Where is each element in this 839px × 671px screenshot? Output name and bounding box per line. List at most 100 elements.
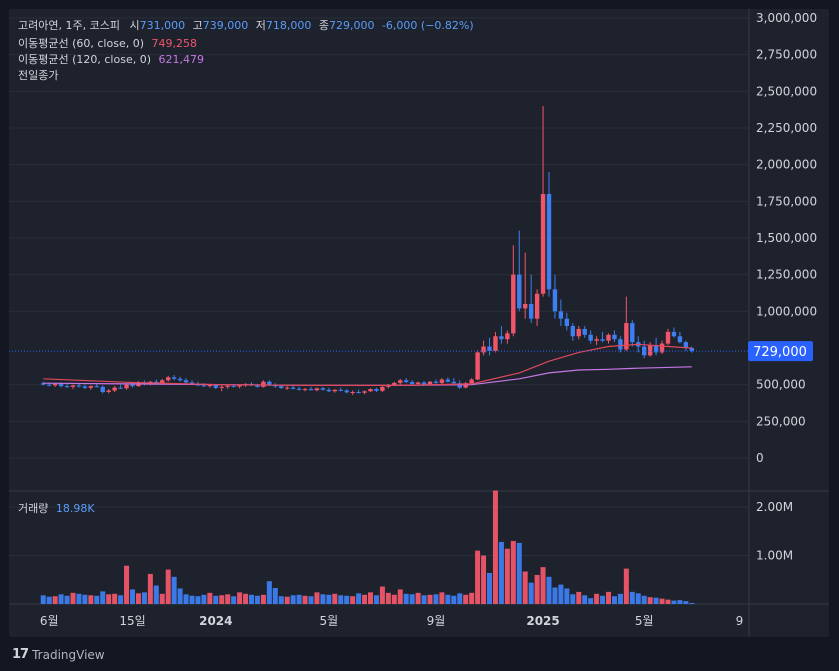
candle-body bbox=[671, 331, 677, 337]
volume-bar bbox=[653, 597, 659, 604]
candle-body bbox=[213, 384, 218, 388]
symbol-title: 고려아연, 1주, 코스피 bbox=[18, 19, 120, 32]
volume-bar bbox=[415, 592, 421, 604]
volume-bar bbox=[606, 591, 611, 604]
low-label: 저 bbox=[255, 19, 266, 32]
tradingview-mark-icon: 17 bbox=[12, 647, 29, 662]
volume-bar bbox=[219, 595, 225, 604]
volume-bar bbox=[254, 595, 260, 604]
candle-body bbox=[160, 380, 165, 384]
open-value: 731,000 bbox=[139, 19, 186, 32]
candle-body bbox=[552, 289, 558, 312]
ma120-legend[interactable]: 이동평균선 (120, close, 0) 621,479 bbox=[18, 52, 204, 68]
candle-body bbox=[368, 389, 373, 392]
candle-body bbox=[207, 384, 213, 387]
candle-body bbox=[183, 380, 189, 383]
candle-body bbox=[392, 382, 397, 385]
candle-body bbox=[582, 328, 587, 335]
volume-bar bbox=[272, 587, 278, 604]
volume-bar bbox=[504, 548, 510, 604]
candle-body bbox=[576, 328, 581, 337]
ma120-label: 이동평균선 (120, close, 0) bbox=[18, 53, 151, 66]
footer-bar bbox=[0, 637, 839, 671]
candle-body bbox=[118, 387, 123, 389]
candle-body bbox=[451, 381, 456, 384]
volume-bar bbox=[558, 584, 564, 604]
volume-bar bbox=[213, 595, 219, 604]
volume-bar bbox=[427, 594, 433, 604]
volume-bar bbox=[135, 593, 141, 604]
tradingview-logo[interactable]: 17 TradingView bbox=[12, 647, 105, 662]
volume-bar bbox=[552, 587, 558, 604]
volume-bar bbox=[338, 595, 344, 604]
candle-body bbox=[350, 392, 355, 393]
candle-body bbox=[64, 386, 70, 388]
volume-bar bbox=[40, 595, 46, 604]
volume-bar bbox=[308, 596, 314, 604]
volume-bar bbox=[546, 576, 552, 604]
candle-body bbox=[261, 381, 266, 387]
candle-body bbox=[166, 377, 171, 381]
candle-body bbox=[427, 381, 433, 385]
candle-body bbox=[100, 386, 105, 392]
chart-panel bbox=[9, 9, 829, 637]
volume-bar bbox=[492, 490, 498, 604]
candle-body bbox=[76, 385, 82, 387]
volume-bar bbox=[528, 582, 534, 604]
volume-bar bbox=[421, 595, 427, 604]
volume-bar bbox=[260, 594, 266, 604]
open-label: 시 bbox=[129, 19, 140, 32]
volume-bar bbox=[617, 593, 623, 604]
candle-body bbox=[41, 383, 46, 385]
volume-bar bbox=[201, 594, 207, 604]
candle-body bbox=[481, 346, 486, 353]
volume-bar bbox=[88, 595, 94, 604]
volume-bar bbox=[159, 593, 165, 604]
candle-body bbox=[52, 383, 58, 386]
volume-bar bbox=[171, 576, 177, 604]
volume-bar bbox=[106, 594, 112, 604]
volume-bar bbox=[70, 592, 76, 604]
candle-body bbox=[398, 380, 403, 383]
candle-body bbox=[290, 387, 296, 389]
candle-body bbox=[58, 383, 64, 387]
candle-body bbox=[302, 389, 308, 391]
volume-bar bbox=[498, 541, 504, 604]
candle-body bbox=[279, 386, 284, 388]
candle-body bbox=[570, 326, 575, 337]
ma60-label: 이동평균선 (60, close, 0) bbox=[18, 37, 144, 50]
volume-bar bbox=[379, 586, 385, 604]
candle-body bbox=[421, 382, 427, 385]
ma60-legend[interactable]: 이동평균선 (60, close, 0) 749,258 bbox=[18, 36, 197, 52]
volume-bar bbox=[373, 595, 379, 604]
x-tick-label: 5월 bbox=[320, 614, 339, 628]
volume-bar bbox=[118, 595, 124, 604]
x-tick-label: 9월 bbox=[427, 614, 446, 628]
candle-body bbox=[267, 381, 272, 386]
candle-body bbox=[47, 384, 52, 386]
candle-body bbox=[94, 386, 99, 388]
candle-body bbox=[505, 333, 510, 340]
y-tick-label: 2,250,000 bbox=[756, 121, 817, 135]
volume-bar bbox=[320, 594, 326, 604]
candle-body bbox=[112, 387, 117, 391]
volume-bar bbox=[147, 573, 153, 604]
candle-body bbox=[588, 334, 593, 341]
volume-bar bbox=[124, 565, 130, 604]
volume-bar bbox=[588, 598, 594, 604]
candle-body bbox=[528, 304, 534, 319]
volume-legend[interactable]: 거래량 18.98K bbox=[18, 501, 95, 517]
ma60-line bbox=[43, 343, 692, 386]
close-label: 종 bbox=[318, 19, 329, 32]
volume-bar bbox=[237, 592, 243, 604]
x-tick-label: 2024 bbox=[199, 614, 232, 628]
volume-bar bbox=[534, 574, 540, 604]
x-tick-label: 15일 bbox=[119, 614, 145, 628]
candle-body bbox=[511, 274, 516, 334]
prev-close-legend[interactable]: 전일종가 bbox=[18, 68, 58, 84]
volume-bar bbox=[487, 572, 492, 604]
candle-body bbox=[523, 304, 528, 309]
candle-body bbox=[273, 385, 278, 387]
volume-bar bbox=[284, 596, 290, 604]
